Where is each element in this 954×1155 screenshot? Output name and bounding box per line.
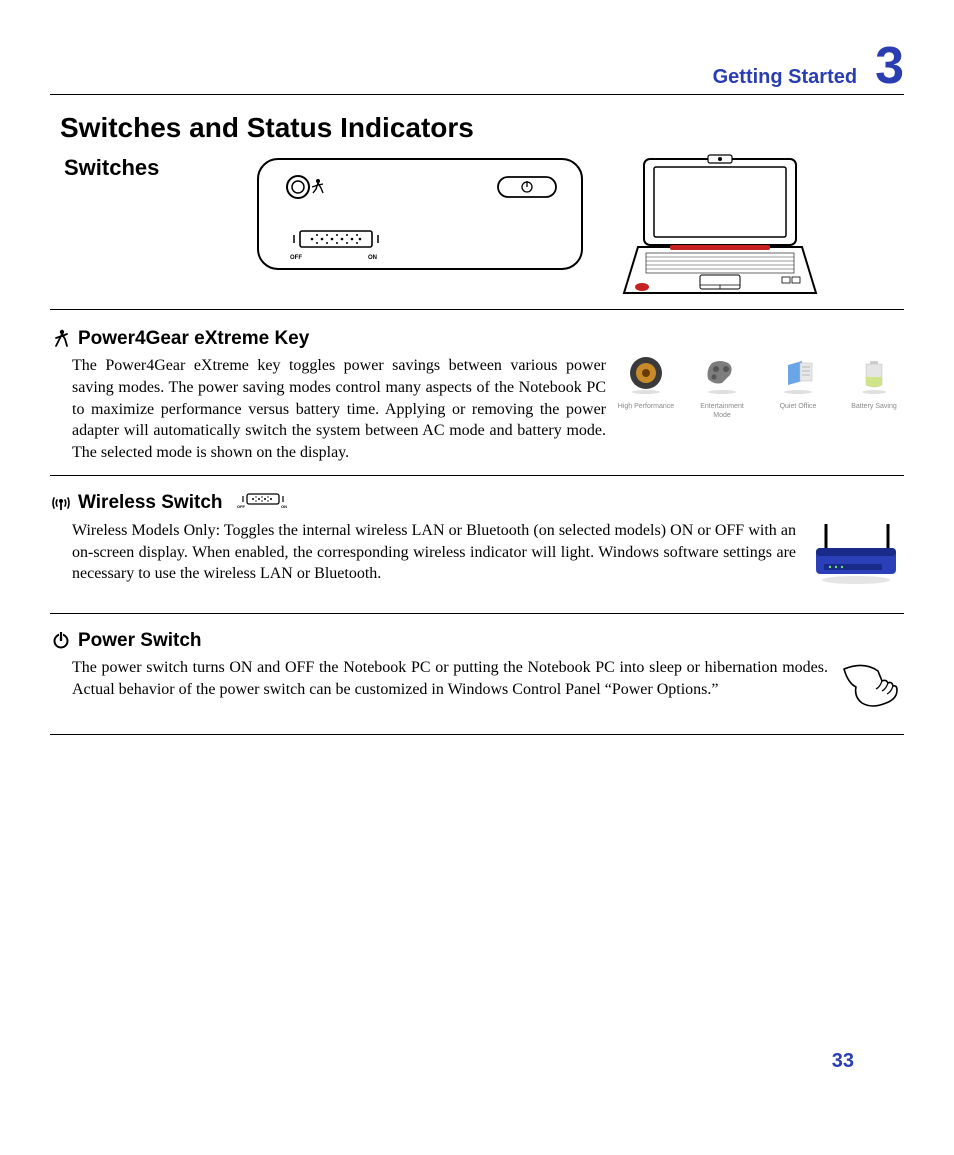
mini-switch-icon: OFF ON	[237, 491, 289, 516]
power-body: The power switch turns ON and OFF the No…	[72, 657, 904, 700]
mode-battery-saving: Battery Saving	[844, 355, 904, 420]
wireless-body: Wireless Models Only: Toggles the intern…	[72, 520, 904, 585]
mode-quiet-office: Quiet Office	[768, 355, 828, 420]
power-icon	[50, 631, 72, 649]
switch-panel-figure: OFF ON	[250, 153, 590, 283]
power-mode-icons: High Performance Entertainment Mode	[616, 355, 904, 420]
page-title: Switches and Status Indicators	[60, 109, 904, 147]
svg-text:ON: ON	[281, 504, 287, 509]
page-header: Getting Started 3	[50, 40, 904, 95]
section-power-switch: Power Switch The power switch turns ON a…	[50, 628, 904, 735]
chapter-number: 3	[875, 40, 904, 92]
section-power4gear: Power4Gear eXtreme Key High Performance	[50, 326, 904, 477]
switch-off-label: OFF	[290, 255, 302, 261]
switch-on-label: ON	[368, 255, 377, 261]
subtitle-switches: Switches	[64, 153, 250, 183]
top-figure-row: Switches	[50, 153, 904, 310]
wireless-title: Wireless Switch	[78, 490, 223, 516]
svg-text:OFF: OFF	[237, 504, 246, 509]
laptop-figure	[620, 153, 820, 303]
router-figure	[804, 520, 904, 597]
power-title: Power Switch	[78, 628, 202, 654]
running-man-icon	[50, 329, 72, 349]
mode-high-performance: High Performance	[616, 355, 676, 420]
page-number: 33	[832, 1048, 854, 1075]
p4g-title: Power4Gear eXtreme Key	[78, 326, 309, 352]
mode-entertainment: Entertainment Mode	[692, 355, 752, 420]
pointing-hand-figure	[838, 659, 904, 718]
section-wireless: Wireless Switch OFF ON	[50, 490, 904, 613]
wireless-icon	[50, 494, 72, 512]
header-section-text: Getting Started	[713, 64, 857, 91]
